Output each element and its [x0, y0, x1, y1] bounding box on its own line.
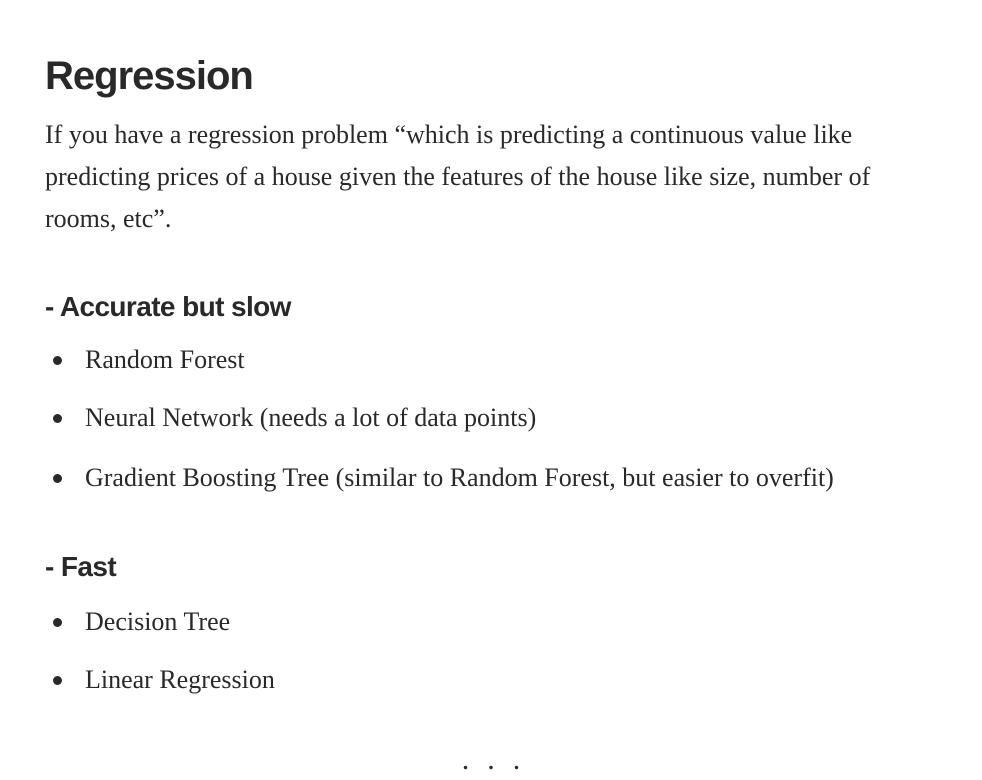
intro-paragraph: If you have a regression problem “which …	[45, 120, 871, 233]
item-note: (needs a lot of data points)	[253, 403, 537, 432]
list-item: Random Forest	[45, 340, 965, 398]
section-separator: ...	[461, 743, 539, 776]
section-title: Regression	[45, 54, 254, 98]
heading-fast: - Fast	[45, 551, 117, 582]
bullet-icon	[53, 414, 62, 423]
list-item: Linear Regression	[45, 660, 965, 718]
link-decision-tree[interactable]: Decision Tree	[85, 607, 231, 636]
link-neural-network[interactable]: Neural Network	[85, 403, 254, 432]
list-item: Neural Network (needs a lot of data poin…	[45, 398, 965, 458]
bullet-icon	[53, 676, 62, 685]
list-accurate-but-slow: Random Forest Neural Network (needs a lo…	[45, 340, 965, 516]
list-fast: Decision Tree Linear Regression	[45, 602, 965, 718]
bullet-icon	[53, 474, 62, 483]
list-item: Gradient Boosting Tree (similar to Rando…	[45, 458, 965, 516]
link-random-forest[interactable]: Random Forest	[85, 345, 245, 374]
item-note: (similar to Random Forest, but easier to…	[329, 463, 834, 492]
link-linear-regression[interactable]: Linear Regression	[85, 665, 275, 694]
bullet-icon	[53, 618, 62, 627]
bullet-icon	[53, 356, 62, 365]
list-item: Decision Tree	[45, 602, 965, 660]
link-gradient-boosting-tree[interactable]: Gradient Boosting Tree	[85, 463, 330, 492]
heading-accurate-but-slow: - Accurate but slow	[45, 291, 291, 322]
